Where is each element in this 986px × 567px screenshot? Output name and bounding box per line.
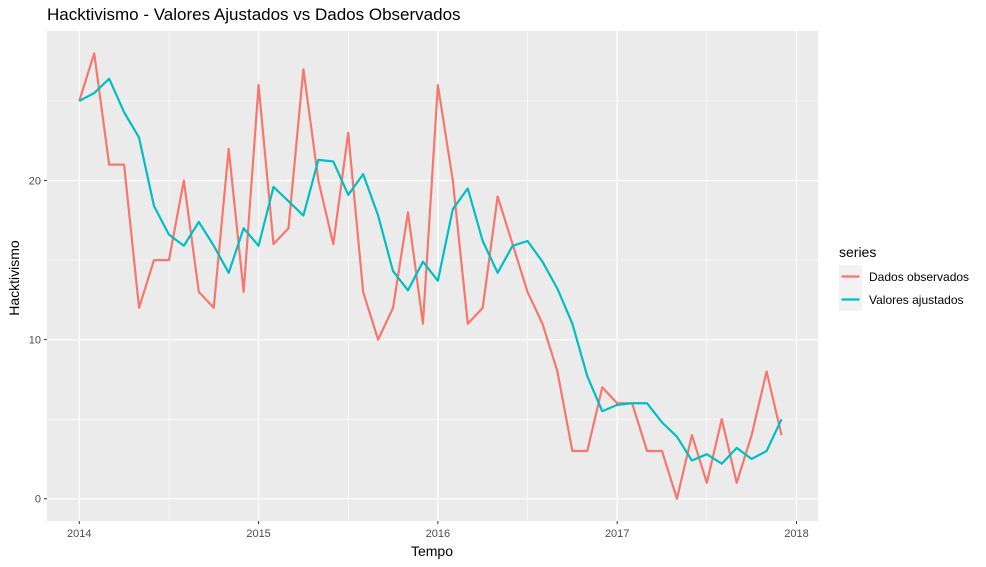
grid-minor xyxy=(47,31,818,521)
series-lines xyxy=(78,52,783,500)
y-axis: 0 10 20 xyxy=(29,176,47,506)
legend: series Dados observados Valores ajustados xyxy=(839,244,969,311)
x-tick-label: 2018 xyxy=(784,528,808,540)
plot-panel xyxy=(47,31,818,521)
y-tick-label: 0 xyxy=(35,494,41,506)
x-tick-label: 2016 xyxy=(426,528,450,540)
x-axis-title: Tempo xyxy=(411,543,453,559)
grid-major xyxy=(47,31,818,521)
series-line-1 xyxy=(78,77,783,465)
y-tick-label: 10 xyxy=(29,335,41,347)
x-tick-label: 2015 xyxy=(246,528,270,540)
y-axis-title: Hacktivismo xyxy=(6,240,22,316)
x-tick-label: 2017 xyxy=(605,528,629,540)
legend-label: Dados observados xyxy=(869,270,969,284)
chart-title: Hacktivismo - Valores Ajustados vs Dados… xyxy=(47,5,461,24)
x-tick-label: 2014 xyxy=(67,528,91,540)
x-axis: 2014 2015 2016 2017 2018 xyxy=(67,521,809,540)
y-tick-label: 20 xyxy=(29,176,41,188)
legend-title: series xyxy=(839,244,876,260)
legend-label: Valores ajustados xyxy=(869,293,964,307)
series-line-0 xyxy=(78,52,783,500)
